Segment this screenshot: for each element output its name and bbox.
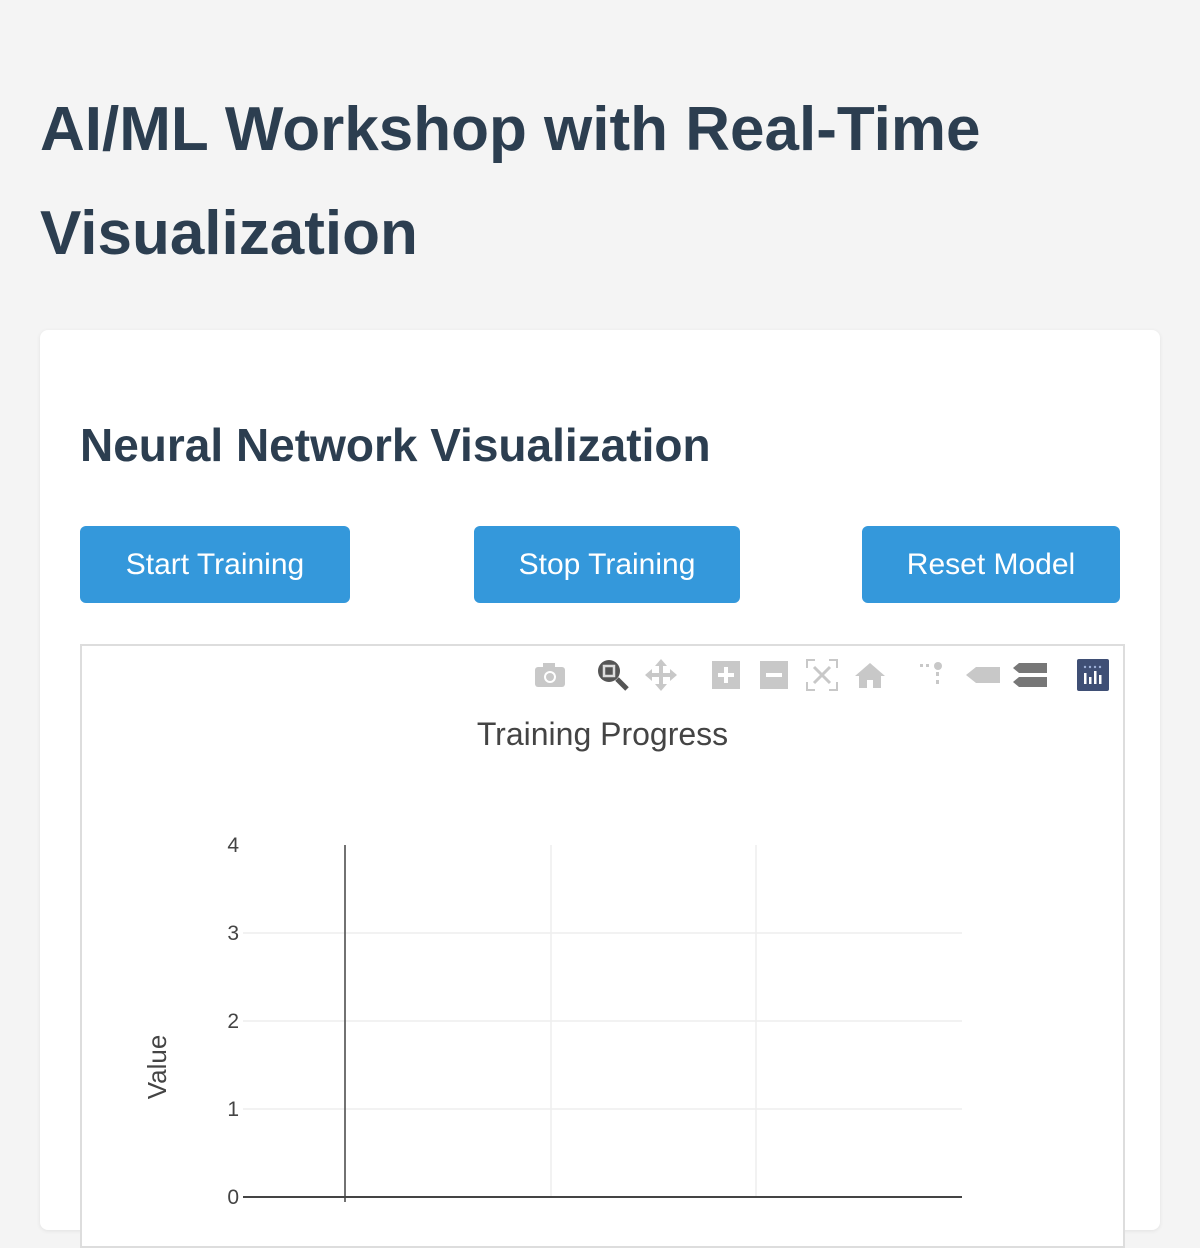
- page-title: AI/ML Workshop with Real-Time Visualizat…: [40, 95, 981, 268]
- y-tick-label: 2: [227, 1010, 239, 1033]
- hover-closest-icon[interactable]: [965, 658, 1001, 692]
- pan-icon[interactable]: [644, 658, 678, 692]
- hover-compare-icon[interactable]: [1012, 658, 1048, 692]
- y-tick-label: 3: [227, 922, 239, 945]
- autoscale-icon[interactable]: [805, 658, 839, 692]
- zoom-in-icon[interactable]: [709, 658, 743, 692]
- y-tick-label: 0: [227, 1186, 239, 1209]
- training-chart: Training Progress 0 1 2 3 4 Value: [80, 644, 1125, 1248]
- reset-model-button[interactable]: Reset Model: [862, 526, 1120, 603]
- section-title: Neural Network Visualization: [80, 419, 711, 471]
- chart-title: Training Progress: [476, 716, 729, 752]
- reset-axes-icon[interactable]: [853, 658, 887, 692]
- y-axis-label: Value: [142, 1035, 172, 1100]
- plot-area: 0 1 2 3 4 Value: [142, 834, 962, 1209]
- start-training-button[interactable]: Start Training: [80, 526, 350, 603]
- stop-training-button[interactable]: Stop Training: [474, 526, 740, 603]
- spike-lines-icon[interactable]: [915, 658, 949, 692]
- camera-icon[interactable]: [533, 658, 567, 692]
- zoom-icon[interactable]: [596, 658, 630, 692]
- y-tick-label: 4: [227, 834, 239, 857]
- visualization-card: Neural Network Visualization Start Train…: [40, 330, 1160, 1248]
- plotly-logo-icon[interactable]: [1076, 658, 1110, 692]
- zoom-out-icon[interactable]: [757, 658, 791, 692]
- y-tick-label: 1: [227, 1098, 239, 1121]
